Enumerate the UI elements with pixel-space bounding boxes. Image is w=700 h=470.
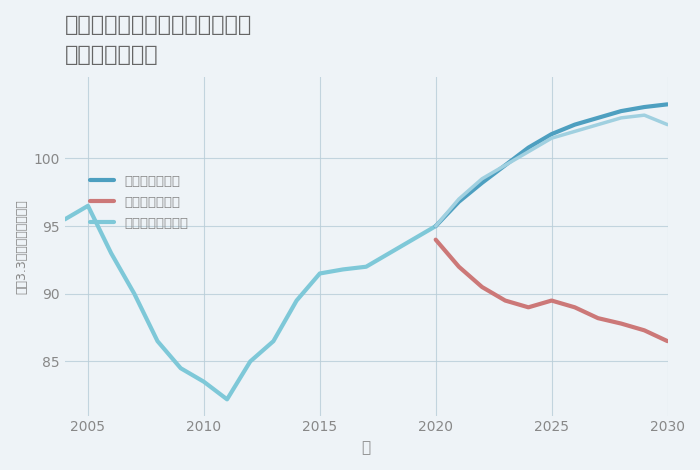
ノーマルシナリオ — [61, 217, 69, 222]
グッドシナリオ — [640, 104, 648, 110]
ノーマルシナリオ — [130, 291, 139, 297]
Text: 大阪府堺市堺区南三国ヶ丘町の
土地の価格推移: 大阪府堺市堺区南三国ヶ丘町の 土地の価格推移 — [65, 15, 252, 64]
ノーマルシナリオ — [362, 264, 370, 269]
ノーマルシナリオ — [84, 203, 92, 209]
Y-axis label: 坪（3.3㎡）単価（万円）: 坪（3.3㎡）単価（万円） — [15, 199, 28, 294]
バッドシナリオ — [594, 315, 602, 321]
X-axis label: 年: 年 — [362, 440, 371, 455]
バッドシナリオ — [664, 338, 672, 344]
ノーマルシナリオ — [316, 271, 324, 276]
Line: ノーマルシナリオ: ノーマルシナリオ — [65, 206, 435, 400]
グッドシナリオ — [570, 122, 579, 127]
グッドシナリオ — [478, 180, 486, 186]
ノーマルシナリオ — [293, 298, 301, 303]
グッドシナリオ — [547, 131, 556, 137]
バッドシナリオ — [431, 237, 440, 243]
ノーマルシナリオ — [199, 379, 208, 384]
バッドシナリオ — [570, 305, 579, 310]
グッドシナリオ — [524, 145, 533, 150]
グッドシナリオ — [431, 223, 440, 229]
バッドシナリオ — [547, 298, 556, 303]
グッドシナリオ — [501, 163, 510, 168]
バッドシナリオ — [455, 264, 463, 269]
ノーマルシナリオ — [107, 251, 116, 256]
Legend: グッドシナリオ, バッドシナリオ, ノーマルシナリオ: グッドシナリオ, バッドシナリオ, ノーマルシナリオ — [83, 168, 195, 236]
ノーマルシナリオ — [270, 338, 278, 344]
グッドシナリオ — [594, 115, 602, 121]
ノーマルシナリオ — [223, 397, 231, 402]
バッドシナリオ — [478, 284, 486, 290]
Line: グッドシナリオ: グッドシナリオ — [435, 104, 668, 226]
バッドシナリオ — [501, 298, 510, 303]
ノーマルシナリオ — [385, 251, 393, 256]
Line: バッドシナリオ: バッドシナリオ — [435, 240, 668, 341]
バッドシナリオ — [617, 321, 625, 326]
ノーマルシナリオ — [246, 359, 254, 364]
グッドシナリオ — [617, 108, 625, 114]
ノーマルシナリオ — [431, 223, 440, 229]
グッドシナリオ — [664, 102, 672, 107]
バッドシナリオ — [640, 328, 648, 333]
ノーマルシナリオ — [153, 338, 162, 344]
ノーマルシナリオ — [176, 365, 185, 371]
ノーマルシナリオ — [408, 237, 416, 243]
ノーマルシナリオ — [339, 266, 347, 272]
グッドシナリオ — [455, 199, 463, 204]
バッドシナリオ — [524, 305, 533, 310]
